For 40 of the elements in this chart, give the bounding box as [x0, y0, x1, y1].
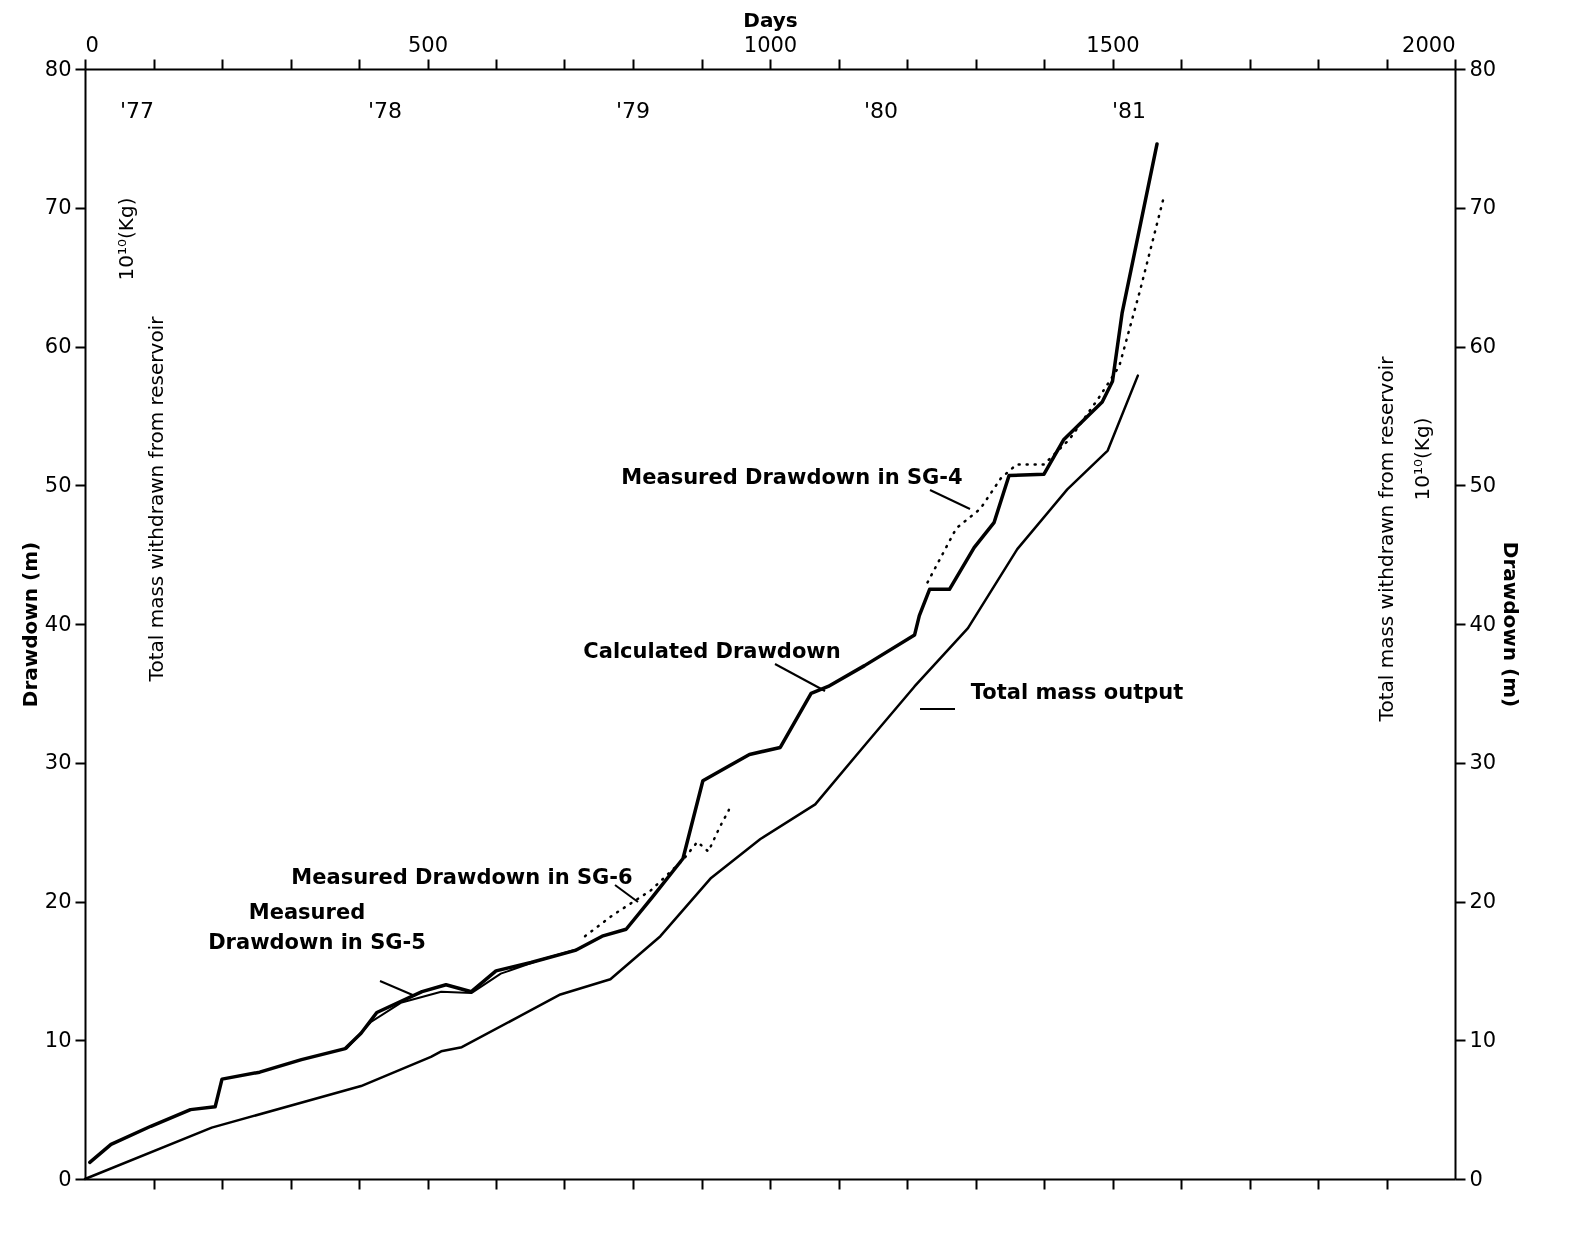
y-tick-label: 0	[58, 1166, 72, 1191]
y2-tick-label: 0	[1469, 1166, 1483, 1191]
y-tick-label: 30	[44, 750, 72, 775]
y-tick-label: 50	[44, 472, 72, 497]
y2-tick-label: 60	[1469, 334, 1497, 358]
y2-tick-label: 10	[1469, 1027, 1497, 1052]
y2-tick-label: 80	[1469, 56, 1497, 81]
y-tick-label: 10	[44, 1027, 72, 1052]
annotation: Total mass withdrawn from reservoir	[1374, 355, 1398, 723]
x-tick-label: 0	[85, 32, 99, 57]
annotation: '77	[119, 98, 155, 123]
x-axis-title: Days	[743, 7, 798, 32]
y-tick-label: 60	[44, 334, 72, 358]
x-tick-label: 2000	[1402, 32, 1456, 57]
annotation: '80	[863, 98, 899, 123]
series-label: Measured Drawdown in SG-5	[208, 900, 426, 954]
y-tick-label: 70	[44, 195, 72, 220]
x-tick-label: 1500	[1086, 32, 1140, 57]
annotation: Total mass withdrawn from reservoir	[144, 315, 168, 683]
x-tick-label: 1000	[743, 32, 798, 57]
y2-tick-label: 50	[1469, 472, 1497, 497]
y2-tick-label: 40	[1469, 611, 1497, 636]
x-tick-label: 500	[407, 32, 449, 57]
annotation: 10¹⁰(Kg)	[114, 197, 138, 281]
y-axis-title: Drawdown (m)	[17, 541, 42, 708]
series-label: Calculated Drawdown	[583, 639, 841, 663]
y-tick-label: 20	[44, 889, 72, 913]
y2-tick-label: 20	[1469, 889, 1497, 913]
y2-tick-label: 70	[1469, 195, 1497, 220]
y-tick-label: 80	[44, 56, 72, 81]
series-label: Measured Drawdown in SG-4	[621, 465, 963, 489]
series-label: Total mass output	[970, 680, 1184, 704]
annotation: '78	[367, 98, 403, 123]
series-label: Measured Drawdown in SG-6	[291, 865, 633, 889]
annotation: 10¹⁰(Kg)	[1410, 417, 1434, 501]
annotation: '81	[1111, 98, 1147, 123]
y-tick-label: 40	[44, 611, 72, 636]
y2-tick-label: 30	[1469, 750, 1497, 775]
y2-axis-title: Drawdown (m)	[1499, 541, 1524, 708]
annotation: '79	[615, 98, 651, 123]
